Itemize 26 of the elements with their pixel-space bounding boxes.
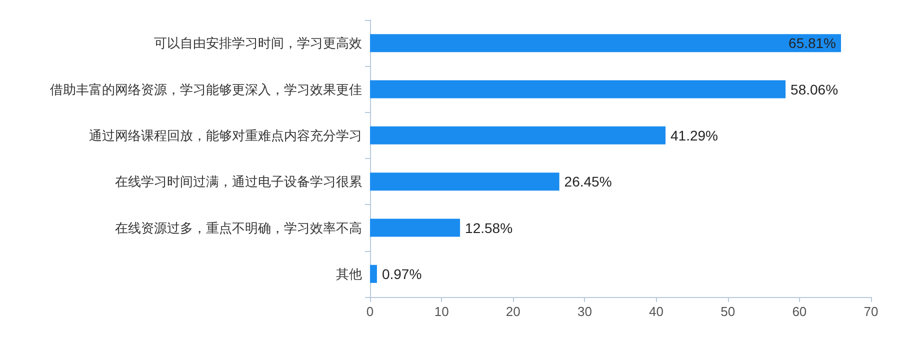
x-tick-label: 20 [506, 304, 520, 319]
data-label: 26.45% [564, 174, 612, 190]
bar [370, 172, 560, 191]
x-tick-label: 0 [366, 304, 374, 319]
x-tick-label: 50 [720, 304, 736, 319]
x-tick-label: 60 [792, 304, 807, 319]
bar [370, 264, 377, 283]
bar [370, 126, 666, 144]
y-tick-label: 可以自由安排学习时间，学习更高效 [154, 36, 362, 51]
data-label: 65.81% [788, 35, 836, 52]
data-label: 0.97% [382, 266, 422, 282]
y-tick-label: 通过网络课程回放，能够对重难点内容充分学习 [89, 128, 362, 143]
data-label: 12.58% [465, 220, 513, 236]
data-label: 58.06% [790, 81, 838, 98]
y-tick-label: 在线资源过多，重点不明确，学习效率不高 [115, 220, 362, 236]
x-tick-label: 70 [864, 304, 878, 319]
bar [370, 218, 460, 237]
x-tick-label: 30 [577, 304, 592, 319]
x-tick-label: 40 [649, 304, 664, 319]
bar [370, 80, 786, 98]
y-tick-label: 在线学习时间过满，通过电子设备学习很累 [115, 174, 362, 190]
bar [370, 34, 842, 52]
data-label: 41.29% [670, 127, 718, 144]
y-tick-label: 借助丰富的网络资源，学习能够更深入，学习效果更佳 [50, 82, 362, 97]
y-tick-label: 其他 [336, 266, 362, 282]
x-tick-label: 10 [434, 304, 449, 319]
